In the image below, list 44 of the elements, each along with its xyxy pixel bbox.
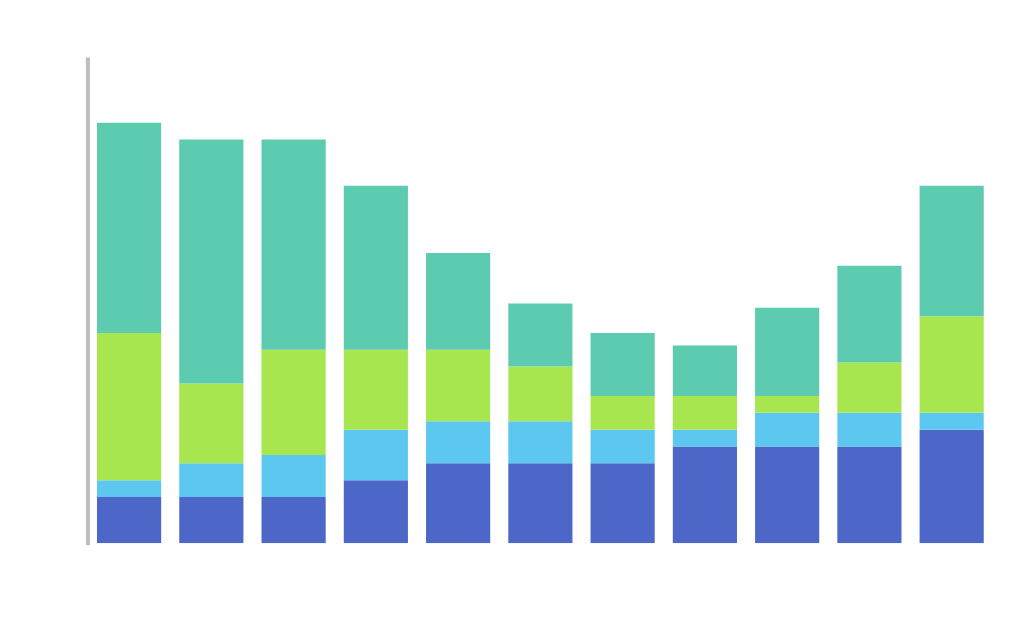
bar [426,463,491,544]
bar [837,446,902,544]
bar [755,307,820,397]
bar [97,480,162,497]
bar [672,396,737,430]
bar [261,454,326,497]
bar [97,332,162,481]
bar [508,303,573,367]
bar [508,421,573,464]
bar [755,446,820,544]
bar [261,349,326,455]
bar [179,383,244,464]
bar [590,463,655,544]
bar [426,253,491,350]
bar [755,396,820,413]
bar [919,429,984,544]
bar [343,185,408,350]
bar [97,496,162,544]
bar [590,429,655,464]
bar [919,185,984,317]
bar [672,345,737,397]
bar [343,349,408,430]
bar [179,463,244,497]
bar [837,362,902,413]
bar [590,396,655,430]
bar [672,446,737,544]
bar [919,412,984,430]
bar [426,349,491,422]
bar [261,496,326,544]
bar [343,429,408,481]
bar [343,480,408,544]
bar [179,496,244,544]
bar [426,421,491,464]
bar [837,412,902,447]
bar [97,122,162,333]
bar [261,139,326,350]
bar [837,265,902,363]
bar [508,366,573,422]
bar [179,139,244,384]
bar [508,463,573,544]
bar [755,412,820,447]
bar [590,332,655,397]
bar [919,316,984,413]
bar [672,429,737,447]
